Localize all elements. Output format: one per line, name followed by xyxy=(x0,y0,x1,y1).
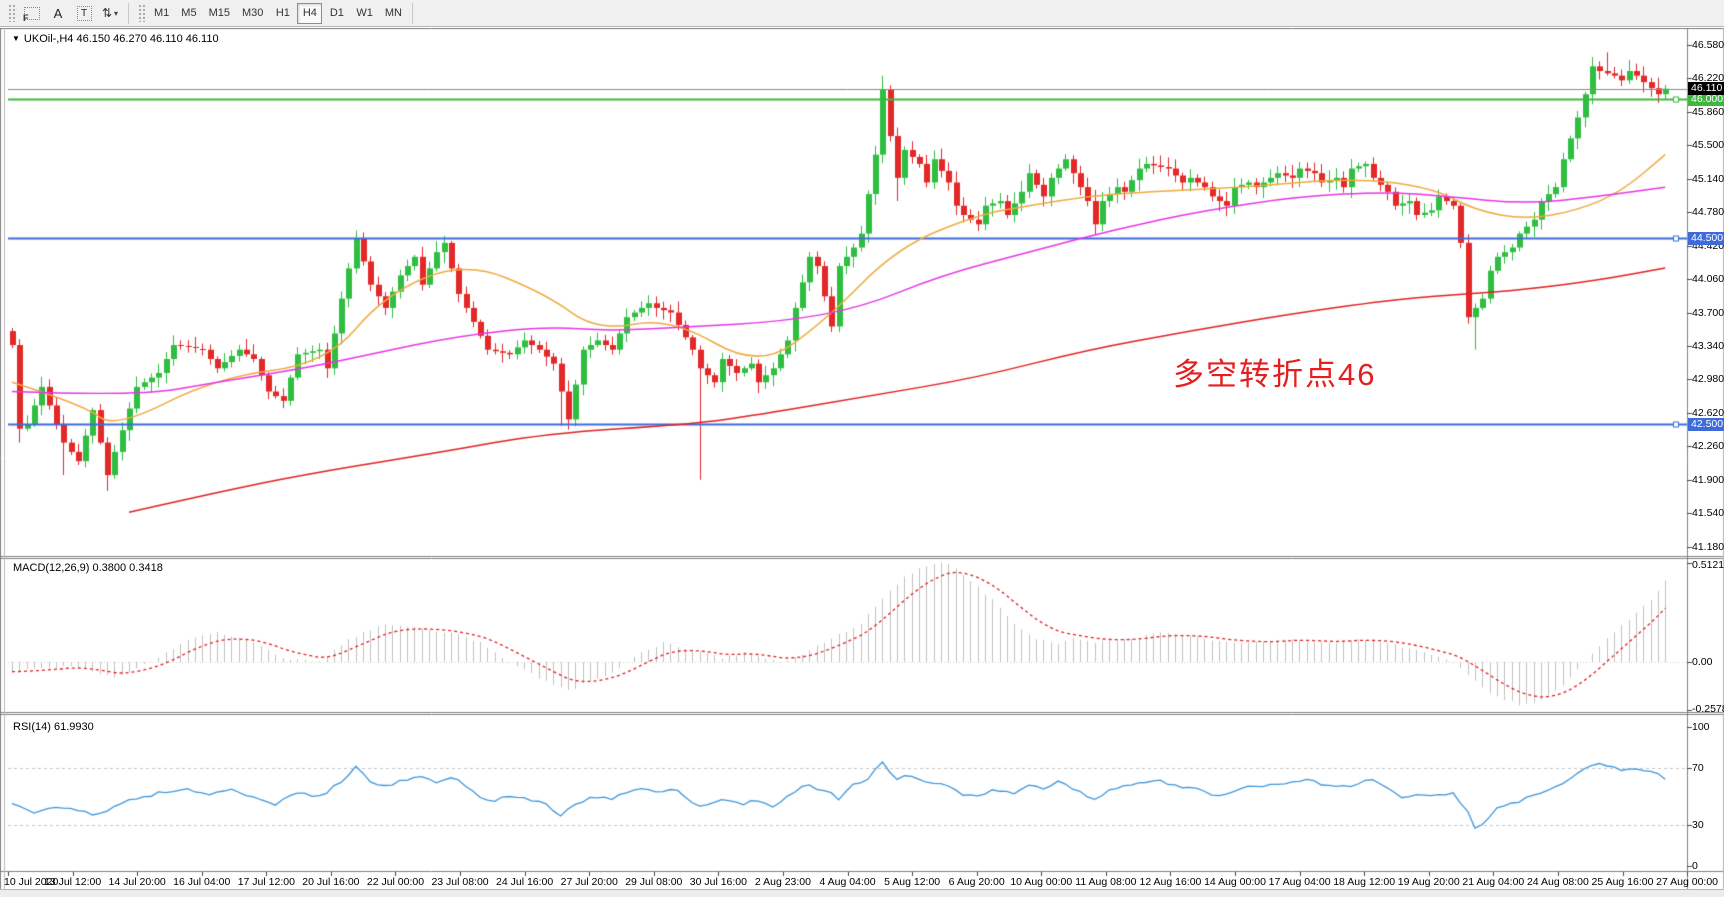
price-tick-label: 41.900 xyxy=(1692,473,1724,486)
toolbar-separator xyxy=(411,2,413,24)
time-axis-label: 10 Jul 2020 xyxy=(4,876,59,888)
time-axis-label: 19 Aug 20:00 xyxy=(1397,876,1460,888)
rsi-tick-label: 70 xyxy=(1692,761,1704,774)
time-axis-label: 16 Jul 04:00 xyxy=(173,876,231,888)
rsi-tick-label: 100 xyxy=(1692,721,1710,733)
time-axis-label: 6 Aug 20:00 xyxy=(948,876,1005,888)
price-tick-label: 42.620 xyxy=(1692,406,1724,419)
period-button-m30[interactable]: M30 xyxy=(237,3,268,24)
toolbar-drag-handle xyxy=(8,4,15,22)
macd-indicator-label: MACD(12,26,9) 0.3800 0.3418 xyxy=(13,562,163,574)
time-axis-label: 13 Jul 12:00 xyxy=(43,876,102,888)
macd-tick-label: -0.2578 xyxy=(1692,703,1724,715)
time-axis-label: 14 Jul 20:00 xyxy=(108,876,166,888)
fibonacci-tool-button[interactable]: F xyxy=(19,2,45,24)
chart-canvas[interactable] xyxy=(0,28,1724,896)
toolbar: F A T ⇅ ▾ M1 M5 M15 M30 H1 H4 D1 W1 MN xyxy=(0,0,1724,27)
time-axis-label: 12 Aug 16:00 xyxy=(1139,876,1202,888)
period-button-h1[interactable]: H1 xyxy=(270,3,295,24)
price-tick-label: 42.980 xyxy=(1692,373,1724,386)
time-axis-label: 27 Aug 00:00 xyxy=(1656,876,1719,888)
price-tick-label: 46.580 xyxy=(1692,39,1724,51)
time-axis-label: 25 Aug 16:00 xyxy=(1591,876,1654,888)
hline-price-box: 44.500 xyxy=(1688,232,1724,245)
price-tick-label: 46.220 xyxy=(1692,72,1724,85)
period-button-w1[interactable]: W1 xyxy=(351,3,378,24)
time-axis-label: 30 Jul 16:00 xyxy=(689,876,747,888)
period-button-mn[interactable]: MN xyxy=(380,3,407,24)
time-axis-label: 17 Aug 04:00 xyxy=(1268,876,1331,888)
time-axis-label: 20 Jul 16:00 xyxy=(302,876,360,888)
time-axis-label: 4 Aug 04:00 xyxy=(819,876,876,888)
chart-title: ▼ UKOil-,H4 46.150 46.270 46.110 46.110 xyxy=(12,33,219,45)
chart-title-text: UKOil-,H4 46.150 46.270 46.110 46.110 xyxy=(23,33,219,45)
macd-tick-label: 0.00 xyxy=(1692,656,1713,668)
fibonacci-icon: F xyxy=(23,6,40,23)
macd-tick-label: 0.5121 xyxy=(1692,559,1724,571)
time-axis-label: 24 Aug 08:00 xyxy=(1526,876,1589,888)
chart-text-annotation[interactable]: 多空转折点46 xyxy=(1173,357,1377,392)
price-tick-label: 45.860 xyxy=(1692,105,1724,118)
period-button-h4[interactable]: H4 xyxy=(297,2,323,24)
price-tick-label: 43.340 xyxy=(1692,339,1724,352)
time-axis-label: 24 Jul 16:00 xyxy=(496,876,554,888)
text-icon: A xyxy=(53,5,63,21)
time-axis-label: 11 Aug 08:00 xyxy=(1075,876,1137,888)
price-tick-label: 41.540 xyxy=(1692,507,1724,520)
rsi-tick-label: 0 xyxy=(1692,860,1698,872)
period-button-d1[interactable]: D1 xyxy=(324,3,349,24)
arrows-icon: ⇅ xyxy=(101,6,113,20)
price-tick-label: 45.500 xyxy=(1692,139,1724,152)
time-axis-label: 23 Jul 08:00 xyxy=(431,876,489,888)
price-tick-label: 42.260 xyxy=(1692,440,1724,453)
symbol-dropdown-icon[interactable]: ▼ xyxy=(12,34,20,43)
status-strip xyxy=(0,889,1724,897)
rsi-indicator-label: RSI(14) 61.9930 xyxy=(13,721,94,733)
time-axis-label: 29 Jul 08:00 xyxy=(625,876,683,888)
period-button-m1[interactable]: M1 xyxy=(149,3,174,24)
time-axis-label: 5 Aug 12:00 xyxy=(884,876,941,888)
time-axis-label: 18 Aug 12:00 xyxy=(1333,876,1396,888)
time-axis-label: 22 Jul 00:00 xyxy=(366,876,425,888)
price-tick-label: 44.060 xyxy=(1692,273,1724,286)
price-tick-label: 43.700 xyxy=(1692,306,1724,319)
time-axis-label: 2 Aug 23:00 xyxy=(754,876,811,888)
hline-price-box: 46.000 xyxy=(1688,93,1724,106)
toolbar-drag-handle xyxy=(138,4,145,22)
current-price-box: 46.110 xyxy=(1688,82,1724,95)
chevron-down-icon: ▾ xyxy=(114,8,119,18)
time-axis-label: 14 Aug 00:00 xyxy=(1204,876,1266,888)
text-label-icon: T xyxy=(76,5,92,21)
time-axis-label: 21 Aug 04:00 xyxy=(1462,876,1525,888)
period-button-m15[interactable]: M15 xyxy=(204,3,235,24)
time-axis-label: 27 Jul 20:00 xyxy=(560,876,618,888)
time-axis-label: 17 Jul 12:00 xyxy=(237,876,295,888)
hline-price-box: 42.500 xyxy=(1688,418,1724,431)
toolbar-separator xyxy=(128,2,129,24)
text-tool-button[interactable]: A xyxy=(45,2,71,24)
period-buttons-group: M1 M5 M15 M30 H1 H4 D1 W1 MN xyxy=(149,2,407,24)
period-button-m5[interactable]: M5 xyxy=(176,3,201,24)
price-tick-label: 45.140 xyxy=(1692,172,1724,185)
time-axis-label: 10 Aug 00:00 xyxy=(1010,876,1073,888)
label-tool-button[interactable]: T xyxy=(71,2,97,24)
arrows-tool-button[interactable]: ⇅ ▾ xyxy=(97,2,123,24)
price-tick-label: 41.180 xyxy=(1692,540,1724,553)
rsi-tick-label: 30 xyxy=(1692,819,1704,832)
price-tick-label: 44.780 xyxy=(1692,206,1724,219)
